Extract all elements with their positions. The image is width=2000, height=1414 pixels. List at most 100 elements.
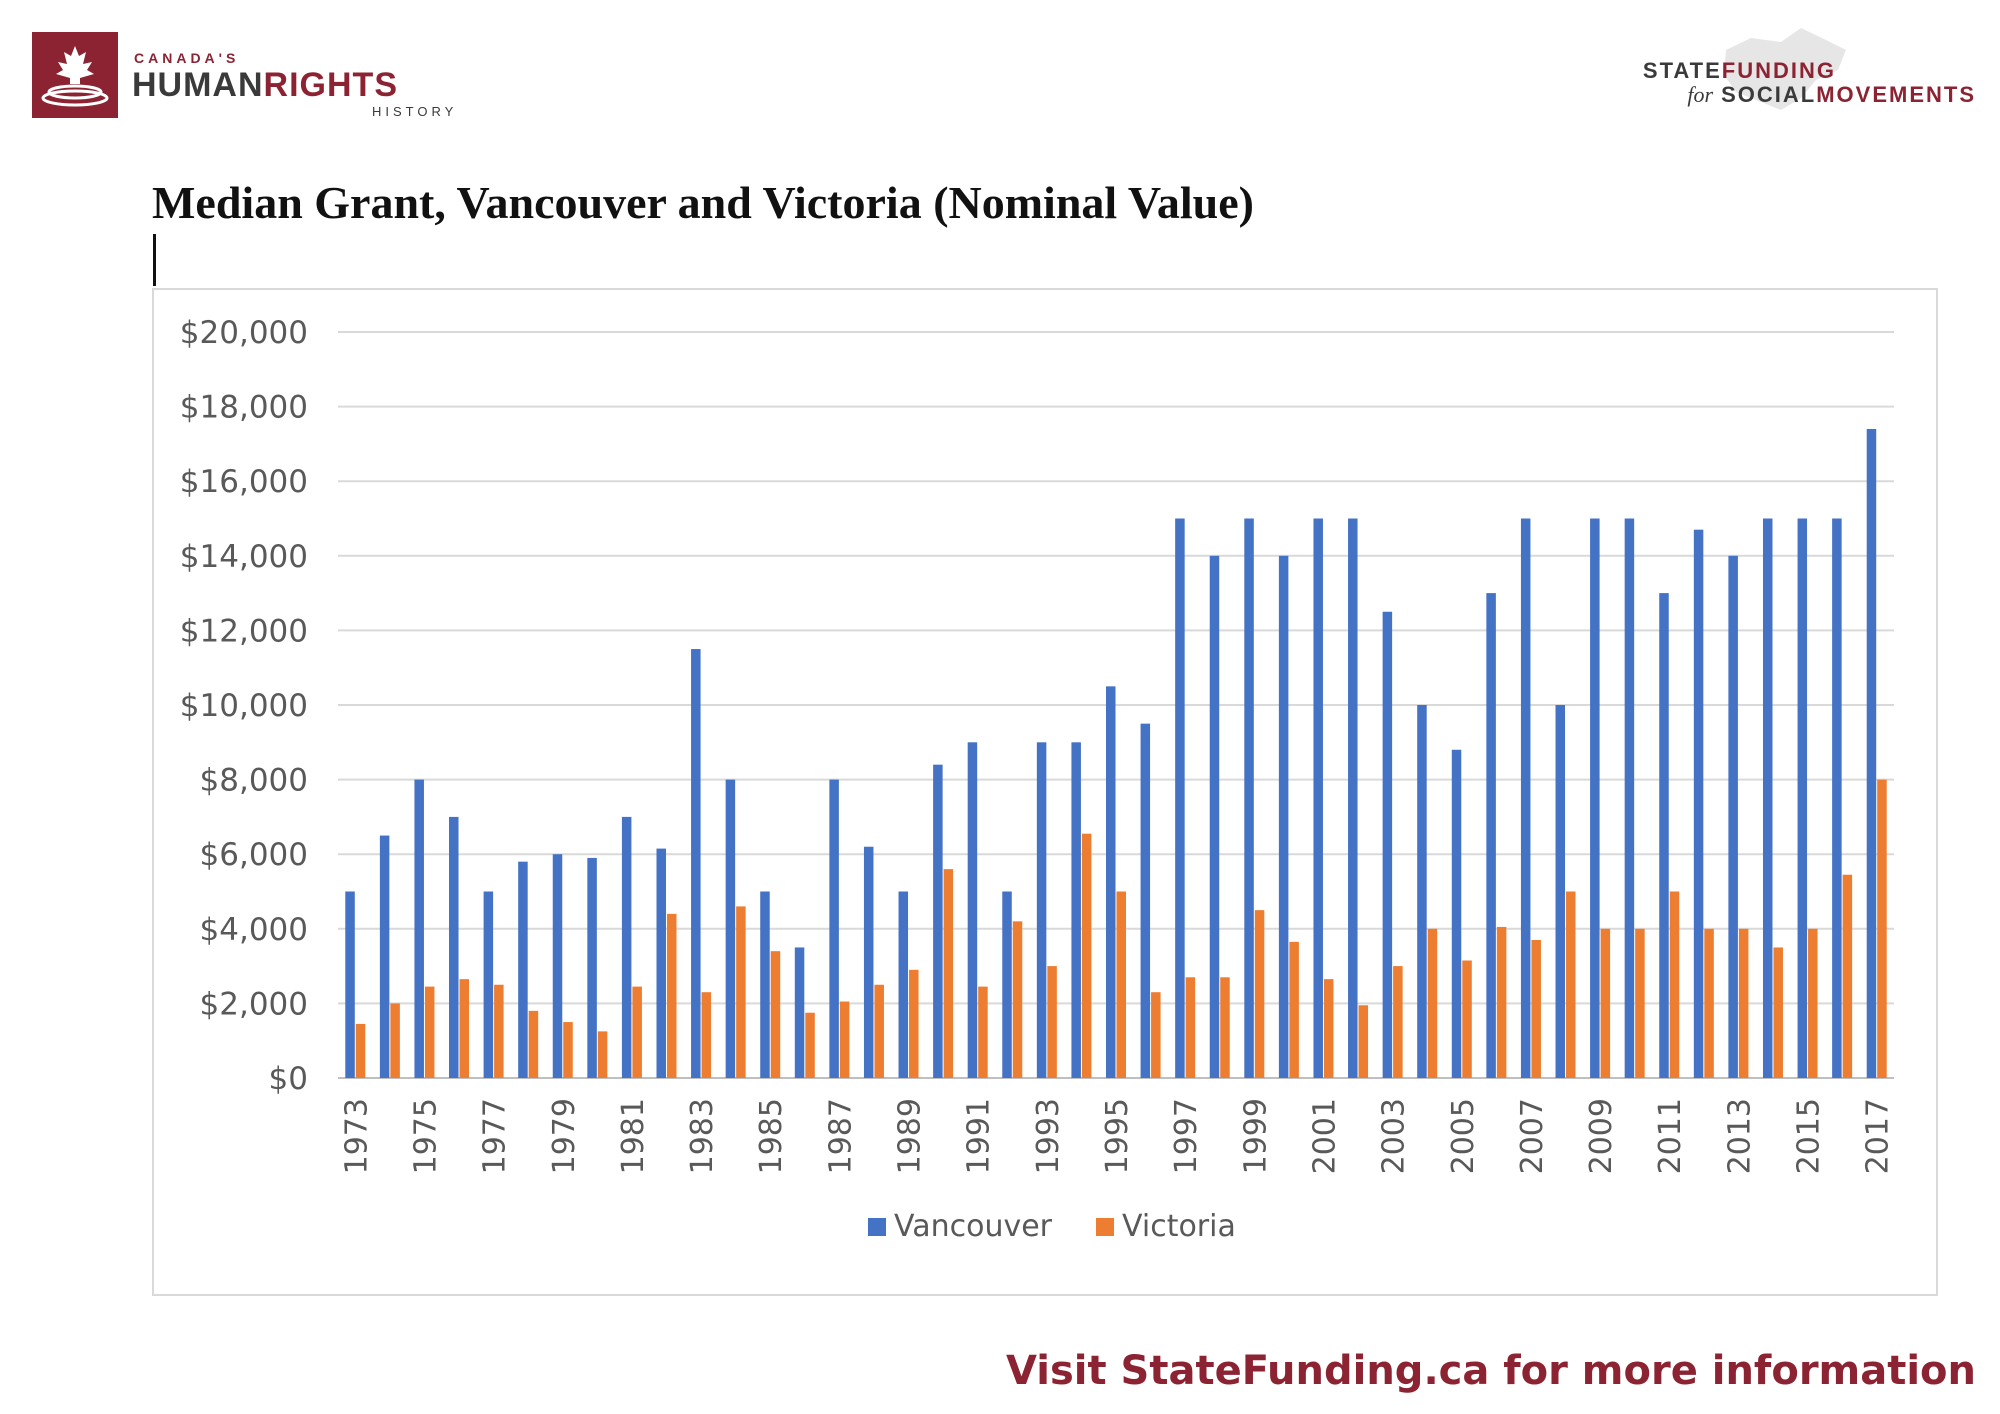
x-tick-label: 2005 (1446, 1098, 1481, 1174)
bar-victoria (805, 1012, 815, 1078)
legend-label-vancouver: Vancouver (894, 1209, 1053, 1244)
y-tick-label: $14,000 (180, 539, 308, 575)
bar-vancouver (1451, 749, 1462, 1078)
text-cursor (153, 234, 156, 286)
bar-victoria (632, 986, 642, 1078)
bar-victoria (1254, 910, 1265, 1078)
bar-vancouver (1555, 705, 1566, 1078)
bar-victoria (1531, 939, 1541, 1078)
bar-vancouver (1659, 593, 1669, 1078)
humanrights-history-logo: CANADA'S HUMANRIGHTS HISTORY (32, 32, 453, 119)
bar-vancouver (379, 835, 390, 1078)
logo-for: for (1687, 82, 1714, 107)
bar-victoria (1566, 891, 1576, 1078)
y-tick-label: $12,000 (180, 613, 308, 649)
bar-vancouver (1866, 428, 1877, 1078)
x-tick-label: 2011 (1653, 1098, 1688, 1174)
x-tick-label: 2009 (1584, 1098, 1619, 1174)
bar-vancouver (863, 846, 874, 1078)
x-tick-label: 2001 (1307, 1098, 1342, 1174)
bar-victoria (1323, 979, 1334, 1078)
bar-vancouver (1382, 611, 1393, 1078)
statefunding-logo: STATEFUNDING for SOCIALMOVEMENTS (1576, 20, 1976, 130)
bar-vancouver (933, 764, 943, 1078)
bar-victoria (390, 1003, 400, 1078)
x-tick-label: 2003 (1377, 1098, 1412, 1174)
bar-chart: $0 $2,000 $4,000 $6,000 $8,000 $10,000 $12,000… (180, 315, 1896, 1244)
bar-victoria (494, 984, 504, 1078)
x-tick-label: 1993 (1031, 1098, 1066, 1174)
logo-funding: FUNDING (1721, 58, 1836, 83)
x-tick-label: 1977 (478, 1098, 513, 1174)
footer-link-text: Visit StateFunding.ca for more informati… (1006, 1348, 1976, 1394)
y-tick-label: $0 (269, 1061, 308, 1097)
y-tick-label: $10,000 (180, 688, 308, 724)
bar-vancouver (483, 891, 494, 1078)
bar-victoria (1738, 928, 1749, 1078)
bar-victoria (1220, 977, 1230, 1078)
bar-victoria (839, 1001, 850, 1078)
chart-title: Median Grant, Vancouver and Victoria (No… (152, 177, 1254, 228)
bar-victoria (1151, 992, 1161, 1078)
bar-vancouver (345, 891, 355, 1078)
bar-vancouver (725, 779, 736, 1078)
x-tick-label: 1973 (339, 1098, 374, 1174)
bar-victoria (666, 913, 677, 1078)
bar-vancouver (1417, 705, 1427, 1078)
bar-vancouver (414, 779, 424, 1078)
bar-victoria (701, 992, 712, 1078)
bar-victoria (355, 1023, 366, 1078)
logo-main-text: HUMANRIGHTS (132, 66, 398, 105)
bar-victoria (1462, 960, 1472, 1078)
bar-victoria (1393, 966, 1403, 1078)
y-tick-label: $20,000 (180, 315, 308, 351)
bar-victoria (1704, 928, 1714, 1078)
logo-state: STATE (1642, 58, 1722, 83)
bar-vancouver (794, 947, 805, 1078)
y-tick-label: $2,000 (200, 986, 308, 1022)
bar-vancouver (1728, 555, 1738, 1078)
x-tick-label: 1985 (754, 1098, 789, 1174)
bar-vancouver (967, 742, 978, 1078)
bar-victoria (770, 951, 781, 1078)
legend-label-victoria: Victoria (1122, 1209, 1236, 1244)
y-tick-label: $8,000 (200, 763, 308, 799)
bar-vancouver (552, 854, 563, 1078)
y-tick-label: $18,000 (180, 390, 308, 426)
logo-social: SOCIAL (1721, 82, 1817, 107)
bar-vancouver (449, 816, 459, 1078)
legend-swatch-vancouver (868, 1218, 886, 1236)
bar-vancouver (1693, 529, 1704, 1078)
x-tick-label: 1987 (823, 1098, 858, 1174)
maple-leaf-icon (41, 46, 109, 107)
canada-map-icon (1724, 28, 1846, 110)
logo-small-text: CANADA'S (134, 50, 240, 66)
bar-vancouver (829, 779, 839, 1078)
bar-victoria (1427, 928, 1438, 1078)
bar-victoria (1635, 928, 1645, 1078)
logo-rights: RIGHTS (263, 66, 398, 104)
bar-vancouver (1244, 518, 1254, 1078)
y-tick-label: $4,000 (200, 912, 308, 948)
chart-frame: $0 $2,000 $4,000 $6,000 $8,000 $10,000 $12,000… (152, 288, 1938, 1296)
bar-vancouver (1278, 555, 1289, 1078)
x-tick-label: 1991 (962, 1098, 997, 1174)
x-tick-label: 1983 (685, 1098, 720, 1174)
bar-vancouver (587, 857, 597, 1078)
bar-victoria (1185, 977, 1196, 1078)
bar-victoria (978, 986, 988, 1078)
bar-vancouver (518, 861, 528, 1078)
x-tick-label: 1997 (1169, 1098, 1204, 1174)
logo-right-line2: for SOCIALMOVEMENTS (1687, 82, 1976, 108)
bar-vancouver (1590, 518, 1600, 1078)
bar-vancouver (1520, 518, 1531, 1078)
bar-vancouver (1797, 518, 1808, 1078)
bar-victoria (1808, 928, 1818, 1078)
bar-vancouver (656, 848, 666, 1078)
bar-vancouver (1348, 518, 1358, 1078)
bar-victoria (424, 986, 435, 1078)
x-tick-label: 2015 (1792, 1098, 1827, 1174)
y-tick-label: $16,000 (180, 464, 308, 500)
bar-victoria (1289, 941, 1299, 1078)
bar-vancouver (1002, 891, 1012, 1078)
